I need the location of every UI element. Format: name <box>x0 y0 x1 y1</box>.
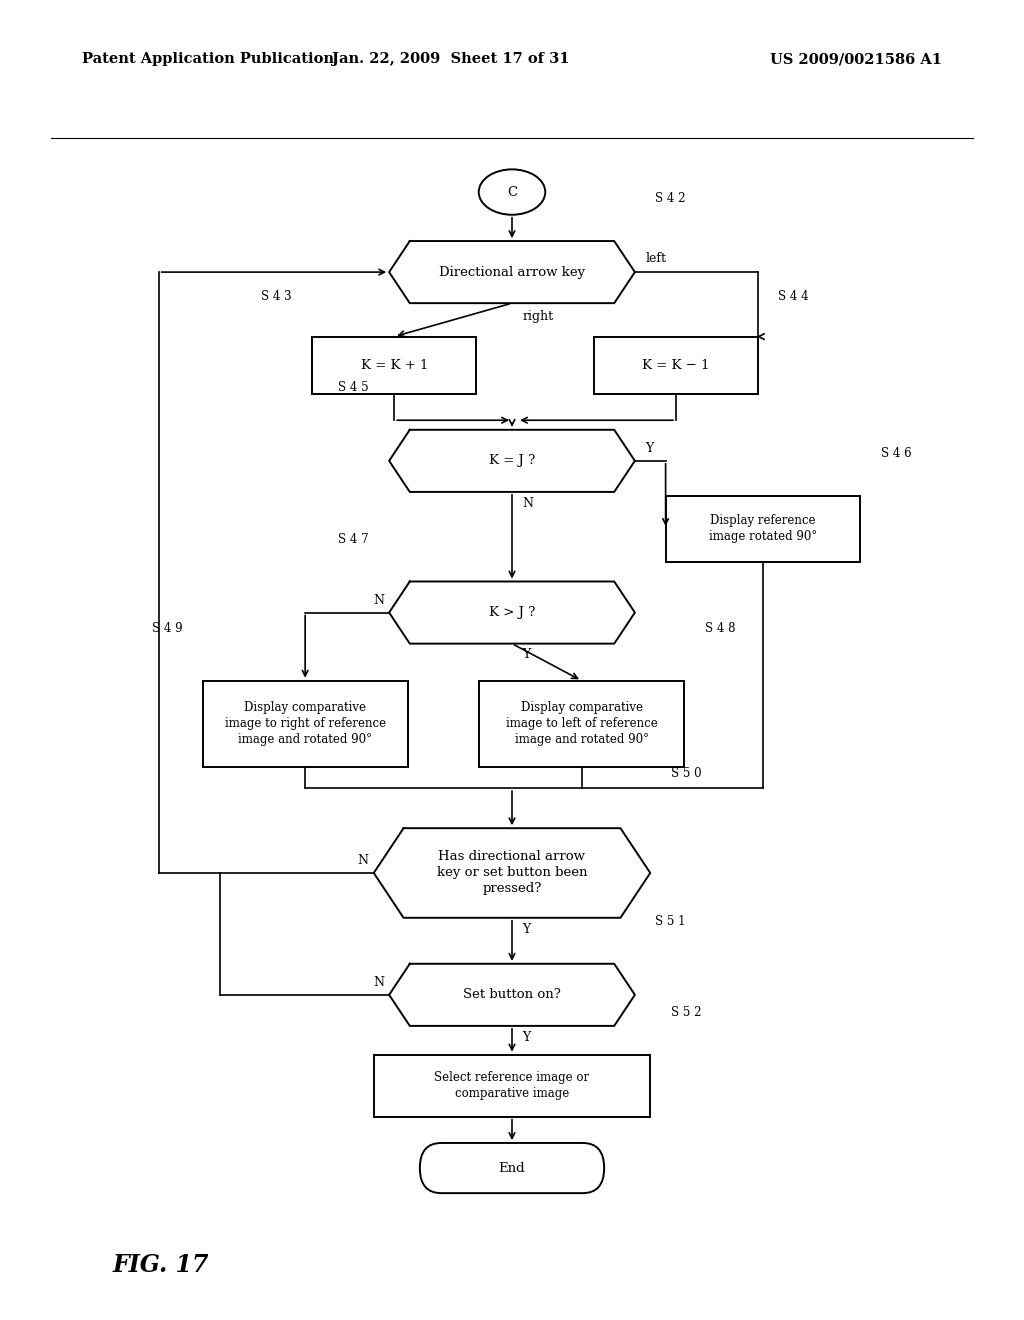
Text: Has directional arrow
key or set button been
pressed?: Has directional arrow key or set button … <box>437 850 587 895</box>
Text: FIG. 17: FIG. 17 <box>113 1253 209 1276</box>
Text: Jan. 22, 2009  Sheet 17 of 31: Jan. 22, 2009 Sheet 17 of 31 <box>332 53 569 66</box>
Text: S 4 7: S 4 7 <box>338 533 369 545</box>
Text: Y: Y <box>522 1031 530 1044</box>
Text: N: N <box>373 594 384 607</box>
Bar <box>374 1055 650 1117</box>
Text: S 4 3: S 4 3 <box>261 290 292 304</box>
Text: S 4 2: S 4 2 <box>655 193 686 205</box>
Text: Display comparative
image to left of reference
image and rotated 90°: Display comparative image to left of ref… <box>506 701 657 746</box>
Polygon shape <box>389 242 635 304</box>
Text: right: right <box>522 310 553 323</box>
Text: Display reference
image rotated 90°: Display reference image rotated 90° <box>709 515 817 544</box>
Text: C: C <box>507 186 517 198</box>
Bar <box>479 681 684 767</box>
Text: S 4 4: S 4 4 <box>778 290 809 304</box>
Text: Patent Application Publication: Patent Application Publication <box>82 53 334 66</box>
Text: Y: Y <box>522 648 530 661</box>
Text: US 2009/0021586 A1: US 2009/0021586 A1 <box>770 53 942 66</box>
Text: S 5 2: S 5 2 <box>671 1006 701 1019</box>
Text: N: N <box>357 854 369 867</box>
Text: Y: Y <box>522 923 530 936</box>
Text: Directional arrow key: Directional arrow key <box>439 265 585 279</box>
Bar <box>312 337 476 393</box>
Bar <box>666 496 860 562</box>
Text: N: N <box>522 496 534 510</box>
Text: Set button on?: Set button on? <box>463 989 561 1002</box>
Text: S 4 6: S 4 6 <box>881 447 911 461</box>
Text: N: N <box>373 975 384 989</box>
Text: K > J ?: K > J ? <box>488 606 536 619</box>
Text: left: left <box>645 252 667 265</box>
Text: S 4 5: S 4 5 <box>338 381 369 393</box>
Text: S 5 0: S 5 0 <box>671 767 701 780</box>
Ellipse shape <box>479 169 545 215</box>
Text: Y: Y <box>645 442 653 455</box>
Bar <box>594 337 758 393</box>
Polygon shape <box>389 430 635 492</box>
Polygon shape <box>374 828 650 917</box>
Bar <box>203 681 408 767</box>
Text: K = K + 1: K = K + 1 <box>360 359 428 372</box>
FancyBboxPatch shape <box>420 1143 604 1193</box>
Text: K = J ?: K = J ? <box>488 454 536 467</box>
Text: End: End <box>499 1162 525 1175</box>
Text: Display comparative
image to right of reference
image and rotated 90°: Display comparative image to right of re… <box>224 701 386 746</box>
Text: Select reference image or
comparative image: Select reference image or comparative im… <box>434 1071 590 1100</box>
Text: S 4 9: S 4 9 <box>152 622 182 635</box>
Text: K = K − 1: K = K − 1 <box>642 359 710 372</box>
Text: S 4 8: S 4 8 <box>705 622 735 635</box>
Polygon shape <box>389 964 635 1026</box>
Text: S 5 1: S 5 1 <box>655 915 686 928</box>
Polygon shape <box>389 582 635 644</box>
